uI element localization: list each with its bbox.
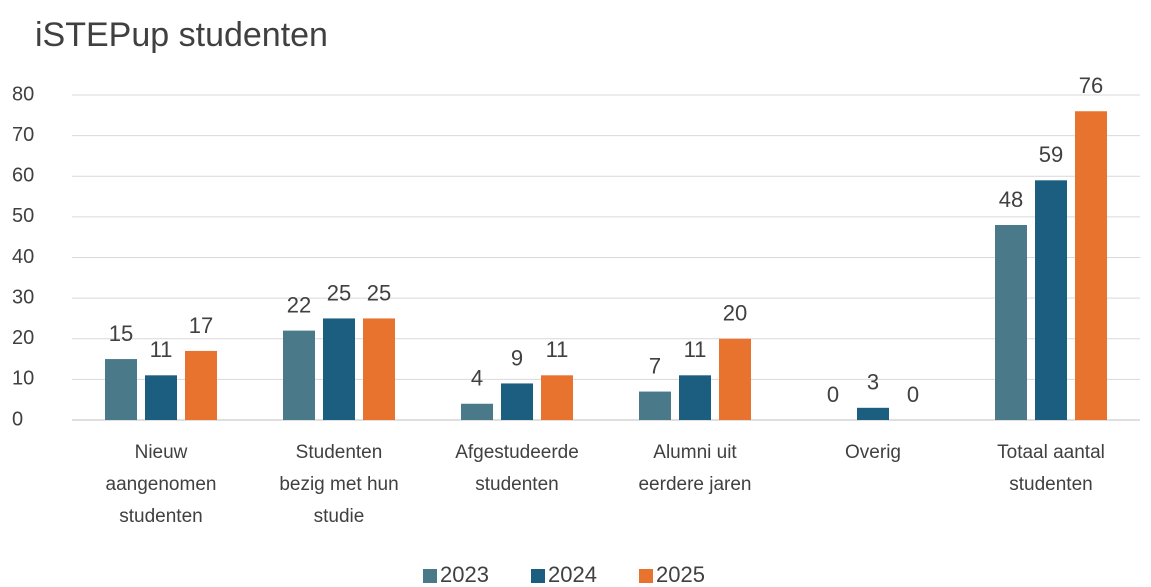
x-tick-label: Nieuw aangenomen studenten — [106, 442, 217, 527]
data-label: 9 — [511, 345, 523, 370]
bar — [461, 403, 493, 420]
bar — [1075, 111, 1107, 420]
legend-swatch — [639, 569, 653, 583]
bar — [283, 330, 315, 420]
bar — [857, 407, 889, 420]
bar — [145, 375, 177, 420]
legend-label: 2023 — [440, 562, 489, 587]
data-label: 7 — [649, 353, 661, 378]
x-tick-label: Overig — [845, 442, 901, 463]
y-tick-label: 20 — [12, 327, 34, 349]
data-label: 76 — [1079, 73, 1103, 98]
bar — [995, 225, 1027, 420]
data-label: 17 — [189, 313, 213, 338]
bar — [719, 338, 751, 420]
y-tick-label: 50 — [12, 205, 34, 227]
chart-title: iSTEPup studenten — [35, 16, 328, 54]
bar — [679, 375, 711, 420]
data-label: 25 — [367, 280, 391, 305]
bar — [501, 383, 533, 420]
data-label: 0 — [907, 382, 919, 407]
x-tick-label: Alumni uit eerdere jaren — [638, 442, 751, 495]
x-tick-label: Afgestudeerde studenten — [455, 442, 579, 495]
y-tick-label: 10 — [12, 368, 34, 390]
data-label: 4 — [471, 366, 483, 391]
data-label: 48 — [999, 187, 1023, 212]
y-tick-label: 70 — [12, 124, 34, 146]
y-tick-label: 40 — [12, 246, 34, 268]
data-label: 20 — [723, 301, 747, 326]
data-label: 11 — [684, 337, 707, 362]
data-label: 15 — [109, 321, 133, 346]
bar — [185, 350, 217, 420]
data-label: 22 — [287, 292, 311, 317]
y-tick-label: 30 — [12, 286, 34, 308]
data-label: 11 — [546, 337, 569, 362]
bar — [363, 318, 395, 420]
data-label: 0 — [827, 382, 839, 407]
data-label: 11 — [150, 337, 173, 362]
bar — [541, 375, 573, 420]
bar — [639, 391, 671, 420]
data-label: 25 — [327, 280, 351, 305]
legend-swatch — [423, 569, 437, 583]
y-tick-label: 0 — [12, 408, 23, 430]
y-tick-label: 80 — [12, 83, 34, 105]
x-tick-label: Totaal aantal studenten — [997, 442, 1105, 495]
legend-swatch — [531, 569, 545, 583]
bar — [1035, 180, 1067, 420]
legend-label: 2024 — [548, 562, 597, 587]
y-tick-label: 60 — [12, 165, 34, 187]
x-tick-label: Studenten bezig met hun studie — [279, 442, 398, 527]
bar — [323, 318, 355, 420]
bar — [105, 359, 137, 420]
legend-label: 2025 — [656, 562, 705, 587]
data-label: 59 — [1039, 142, 1063, 167]
data-label: 3 — [867, 370, 879, 395]
